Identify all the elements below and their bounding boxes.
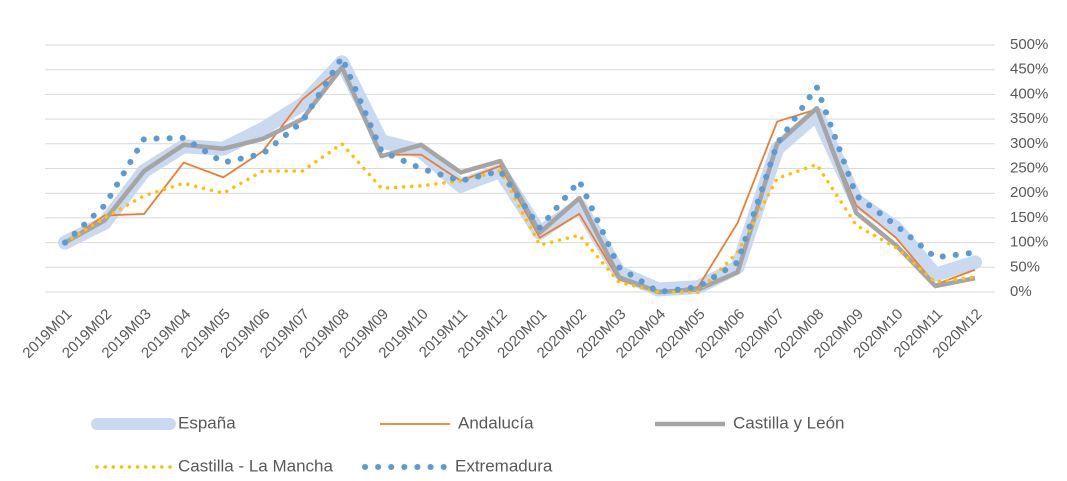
y-tick-label: 200% xyxy=(1010,184,1048,201)
y-tick-label: 450% xyxy=(1010,61,1048,78)
legend-label: Castilla y León xyxy=(733,413,845,432)
series-line xyxy=(62,54,978,295)
series-line xyxy=(63,64,976,295)
y-tick-label: 100% xyxy=(1010,234,1048,251)
y-tick-label: 150% xyxy=(1010,209,1048,226)
y-tick-label: 400% xyxy=(1010,85,1048,102)
y-tick-label: 350% xyxy=(1010,110,1048,127)
series-line xyxy=(64,66,976,293)
legend-label: Extremadura xyxy=(455,456,553,475)
series-line xyxy=(58,55,982,297)
y-tick-label: 0% xyxy=(1010,283,1032,300)
y-tick-label: 50% xyxy=(1010,258,1040,275)
legend-label: Castilla - La Mancha xyxy=(178,456,334,475)
y-tick-label: 250% xyxy=(1010,159,1048,176)
y-tick-label: 300% xyxy=(1010,135,1048,152)
legend-label: España xyxy=(178,413,236,432)
legend-label: Andalucía xyxy=(458,413,534,432)
y-tick-label: 500% xyxy=(1010,36,1048,53)
series-line xyxy=(63,142,977,294)
